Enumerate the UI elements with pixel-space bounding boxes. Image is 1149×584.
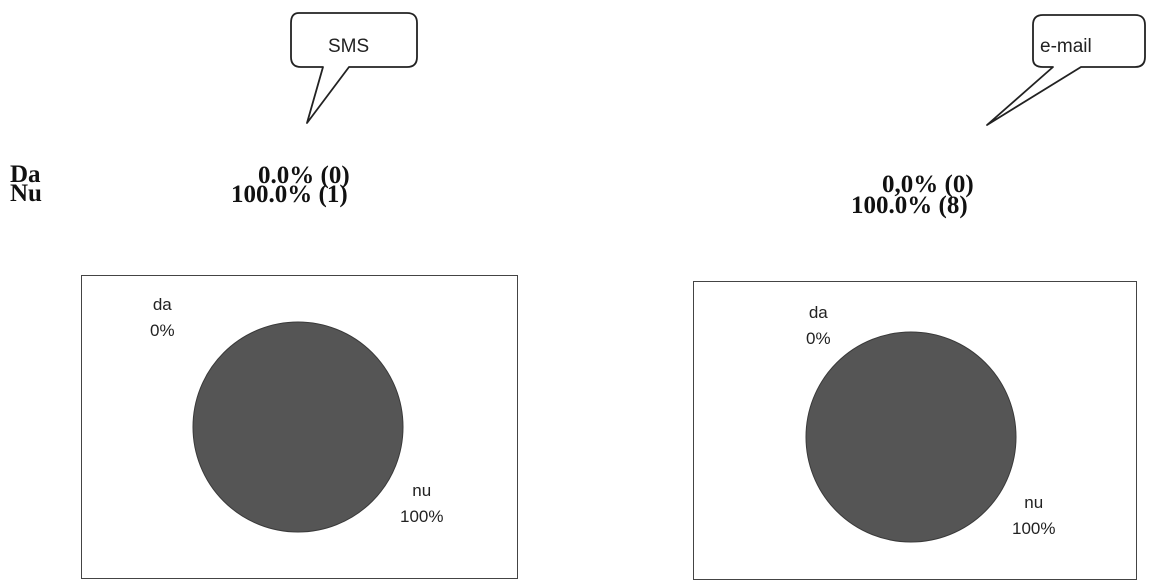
sms-pie-label-da: da 0% bbox=[150, 292, 175, 345]
email-callout-text: e-mail bbox=[1040, 36, 1092, 57]
email-pie-label-nu: nu 100% bbox=[1012, 490, 1055, 543]
sms-da-category: da bbox=[152, 295, 172, 314]
sms-callout-text: SMS bbox=[328, 36, 370, 57]
email-nu-value: 100.0% (8) bbox=[851, 192, 968, 219]
sms-nu-percent: 100% bbox=[400, 507, 444, 527]
email-nu-category: nu bbox=[1024, 493, 1044, 512]
email-pie-label-da: da 0% bbox=[806, 300, 831, 353]
sms-nu-category: nu bbox=[412, 481, 432, 500]
sms-da-percent: 0% bbox=[150, 321, 175, 341]
sms-callout-bubble bbox=[290, 12, 418, 124]
sms-da-value: 0.0% (0) bbox=[258, 162, 350, 189]
sms-nu-value: 100.0% (1) bbox=[231, 181, 348, 208]
email-da-value: 0,0% (0) bbox=[882, 171, 974, 198]
sms-pie-label-nu: nu 100% bbox=[400, 478, 443, 531]
pie-slice-nu bbox=[192, 321, 404, 533]
email-da-percent: 0% bbox=[806, 329, 831, 349]
nu-row-label: Nu bbox=[10, 180, 42, 207]
email-nu-percent: 100% bbox=[1012, 519, 1056, 539]
email-callout-bubble bbox=[986, 14, 1146, 126]
pie-slice-nu bbox=[805, 331, 1017, 543]
da-row-label: Da bbox=[10, 161, 41, 188]
email-da-category: da bbox=[808, 303, 828, 322]
